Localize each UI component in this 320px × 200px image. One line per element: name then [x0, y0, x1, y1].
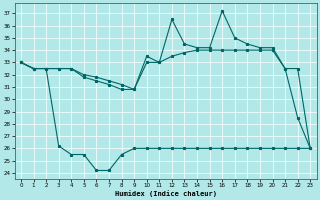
X-axis label: Humidex (Indice chaleur): Humidex (Indice chaleur): [115, 190, 217, 197]
